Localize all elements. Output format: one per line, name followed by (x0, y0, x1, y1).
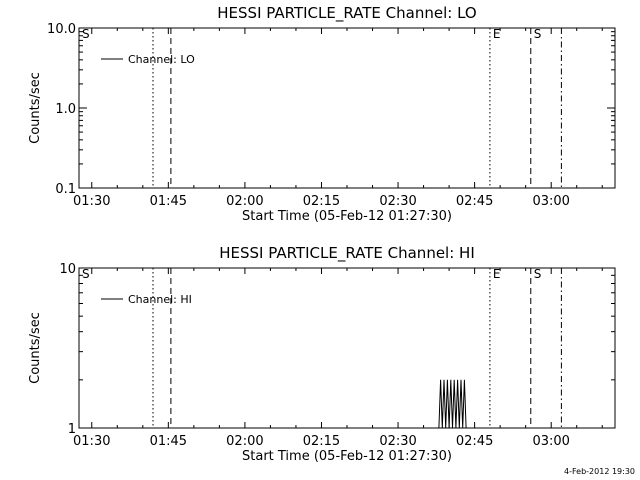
x-tick-label: 01:30 (73, 194, 110, 209)
x-axis-label: Start Time (05-Feb-12 01:27:30) (242, 449, 452, 464)
x-tick-label: 02:00 (226, 434, 263, 449)
x-tick-label: 02:15 (303, 194, 340, 209)
x-tick-label: 02:45 (456, 194, 493, 209)
x-tick-label: 03:00 (532, 434, 569, 449)
y-tick-label: 1 (68, 422, 76, 437)
timestamp: 4-Feb-2012 19:30 (564, 467, 635, 476)
x-tick-label: 03:00 (532, 194, 569, 209)
x-axis-label: Start Time (05-Feb-12 01:27:30) (242, 209, 452, 224)
chart-title: HESSI PARTICLE_RATE Channel: LO (217, 4, 476, 23)
legend-label: Channel: LO (128, 53, 195, 66)
chart-title: HESSI PARTICLE_RATE Channel: HI (219, 244, 475, 263)
marker-label: E (493, 27, 501, 41)
x-tick-label: 02:45 (456, 434, 493, 449)
y-axis-label: Counts/sec (28, 72, 43, 144)
x-tick-label: 01:45 (150, 434, 187, 449)
marker-label: S (82, 27, 90, 41)
x-tick-label: 02:15 (303, 434, 340, 449)
marker-label: S (82, 267, 90, 281)
marker-label: E (493, 267, 501, 281)
y-tick-label: 1.0 (55, 102, 76, 117)
y-tick-label: 10 (59, 262, 76, 277)
x-tick-label: 02:30 (379, 434, 416, 449)
x-tick-label: 02:00 (226, 194, 263, 209)
marker-label: S (534, 27, 542, 41)
plot-frame (78, 267, 616, 429)
marker-label: S (534, 267, 542, 281)
y-tick-label: 10.0 (47, 22, 76, 37)
legend-label: Channel: HI (128, 293, 192, 306)
x-tick-label: 02:30 (379, 194, 416, 209)
y-axis-label: Counts/sec (28, 312, 43, 384)
y-tick-label: 0.1 (55, 182, 76, 197)
series-line (438, 379, 467, 429)
plot-frame (78, 27, 616, 189)
x-tick-label: 01:30 (73, 434, 110, 449)
x-tick-label: 01:45 (150, 194, 187, 209)
